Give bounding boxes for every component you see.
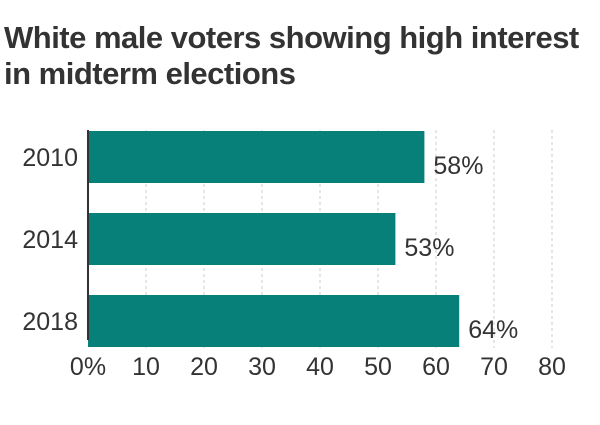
x-tick-label-80: 80 [538, 353, 566, 381]
x-tick-label-10: 10 [132, 353, 160, 381]
bars [88, 131, 460, 347]
bar-2014 [88, 213, 396, 265]
x-tick-label-40: 40 [306, 353, 334, 381]
x-tick-label-20: 20 [190, 353, 218, 381]
x-tick-label-50: 50 [364, 353, 392, 381]
category-label-2014: 2014 [22, 226, 78, 254]
x-axis-ticks: 0% 10 20 30 40 50 60 70 80 [70, 353, 566, 381]
x-tick-label-60: 60 [422, 353, 450, 381]
value-labels: 58% 53% 64% [404, 152, 518, 344]
category-label-2018: 2018 [22, 308, 78, 336]
x-tick-label-30: 30 [248, 353, 276, 381]
x-tick-label-0: 0% [70, 353, 106, 381]
value-label-2010: 58% [433, 152, 483, 180]
bar-2010 [88, 131, 425, 183]
value-label-2018: 64% [468, 316, 518, 344]
x-tick-label-70: 70 [480, 353, 508, 381]
category-label-2010: 2010 [22, 144, 78, 172]
chart-title: White male voters showing high interest … [4, 20, 579, 91]
value-label-2014: 53% [404, 234, 454, 262]
bar-2018 [88, 295, 460, 347]
category-labels: 2010 2014 2018 [22, 144, 78, 336]
